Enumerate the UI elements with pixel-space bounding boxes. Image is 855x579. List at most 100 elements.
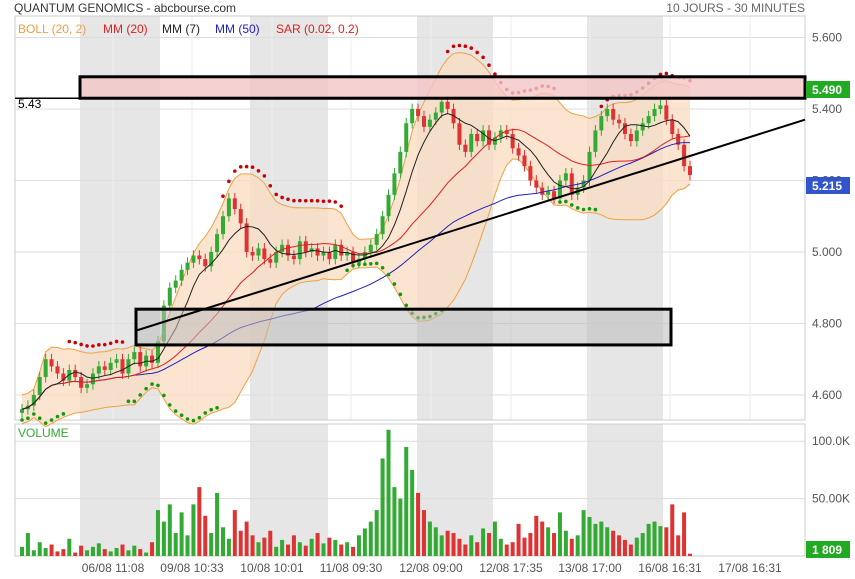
sar-dot [351, 263, 355, 268]
candle-body [280, 244, 285, 252]
resistance-zone [78, 75, 807, 100]
volume-bar [280, 539, 285, 556]
candle-body [37, 377, 42, 395]
time-tick-label: 17/08 16:31 [718, 561, 782, 575]
candle-body [90, 373, 95, 385]
volume-bar [31, 550, 36, 556]
candle-body [167, 287, 172, 306]
volume-bar [327, 537, 332, 556]
volume-bar [256, 542, 261, 556]
candle-body [593, 130, 598, 152]
sar-dot [79, 342, 83, 347]
candle-body [43, 359, 48, 378]
volume-bar [37, 542, 42, 556]
sar-dot [587, 206, 592, 211]
volume-bar [126, 550, 131, 556]
volume-bar [43, 547, 48, 556]
sar-dot [26, 416, 30, 421]
sar-dot [55, 414, 60, 419]
volume-bar [646, 523, 651, 556]
volume-bar [351, 546, 356, 556]
volume-frame [14, 423, 806, 557]
volume-bar [593, 523, 598, 556]
sar-dot [167, 403, 172, 407]
volume-bar [640, 533, 645, 556]
volume-bar [504, 544, 509, 556]
candle-body [173, 280, 178, 288]
candle-body [652, 108, 657, 117]
candle-body [398, 151, 403, 174]
day-shade-volume [587, 424, 663, 556]
volume-bar [226, 538, 231, 556]
sar-dot [256, 169, 261, 173]
candle-body [404, 123, 409, 152]
mm7-line [21, 113, 691, 410]
candle-body [315, 248, 320, 256]
volume-bar [380, 458, 385, 556]
volume-bar [510, 542, 515, 556]
legend-mm20: MM (20) [103, 22, 148, 36]
candle-body [628, 133, 633, 142]
volume-bar [575, 535, 580, 556]
volume-bar [522, 537, 527, 556]
sar-dot [457, 43, 462, 48]
candle-body [49, 359, 54, 367]
sar-dot [162, 393, 166, 398]
candle-body [682, 144, 687, 167]
candle-body [55, 366, 60, 374]
volume-bar [20, 546, 24, 556]
candle-body [469, 133, 474, 152]
volume-bar [49, 544, 54, 556]
sar-dot [67, 339, 72, 344]
sar-dot [250, 165, 255, 170]
sar-dot [102, 342, 107, 347]
sar-dot [233, 169, 237, 173]
volume-bar [664, 527, 669, 556]
volume-bar [55, 551, 60, 556]
sar-dot [339, 204, 344, 208]
level-label: 5.43 [18, 97, 42, 111]
candle-body [238, 209, 243, 224]
volume-bar [73, 552, 78, 556]
sar-dot [280, 195, 284, 200]
volume-bar [333, 539, 338, 556]
volume-bar [516, 523, 521, 556]
candle-body [587, 151, 592, 181]
volume-bar [617, 535, 622, 556]
sar-dot [221, 194, 225, 199]
volume-bar [682, 512, 687, 556]
candle-body [226, 198, 231, 217]
candle-body [250, 251, 255, 256]
sar-dot [593, 207, 598, 212]
candle-body [374, 234, 379, 245]
time-tick-label: 12/08 17:35 [479, 561, 543, 575]
candle-body [392, 173, 397, 195]
bollinger-upper-line [21, 52, 691, 396]
candle-body [475, 133, 480, 142]
candle-body [244, 223, 249, 252]
sar-dot [575, 206, 580, 210]
sar-dot [481, 55, 485, 60]
sar-dot [581, 207, 586, 212]
legend-boll: BOLL (20, 2) [18, 22, 86, 36]
volume-tick-label: 100.0K [812, 434, 850, 448]
volume-bar [439, 535, 444, 556]
sar-dot [173, 409, 178, 413]
sar-dot [327, 199, 332, 203]
candle-body [321, 251, 326, 256]
candle-body [20, 409, 24, 413]
sar-dot [61, 412, 66, 416]
sar-dot [363, 262, 367, 267]
sar-dot [32, 412, 36, 416]
volume-bar [268, 530, 273, 556]
sar-dot [97, 343, 101, 347]
candle-body [102, 366, 107, 370]
time-tick-label: 11/08 09:30 [320, 561, 383, 575]
candle-body [132, 352, 137, 360]
volume-bar [303, 545, 308, 556]
sar-dot [185, 417, 190, 421]
candle-body [581, 180, 586, 188]
volume-bar [108, 551, 113, 556]
candle-body [220, 216, 225, 235]
volume-bar [132, 545, 137, 556]
